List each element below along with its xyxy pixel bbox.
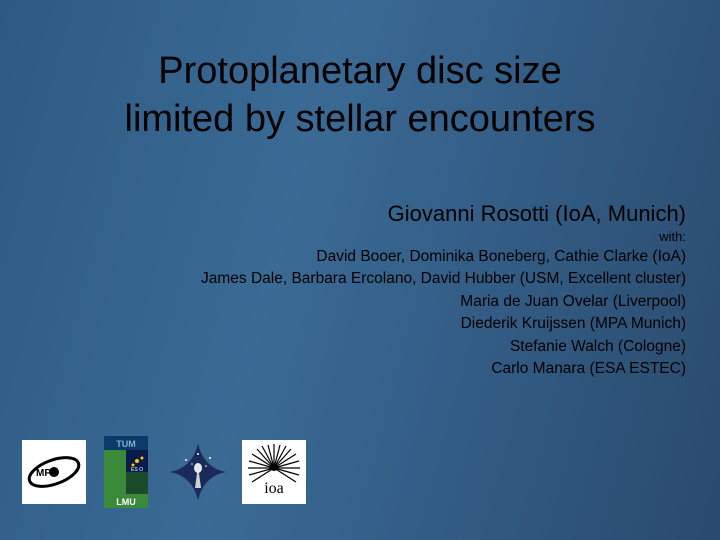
mpe-logo: MPE xyxy=(22,440,86,504)
svg-text:TUM: TUM xyxy=(116,439,136,449)
collaborator-line: Stefanie Walch (Cologne) xyxy=(0,336,686,358)
ioa-logo-text: ioa xyxy=(242,480,306,498)
collaborator-line: David Booer, Dominika Boneberg, Cathie C… xyxy=(0,246,686,268)
logo-row: MPE TUM LMU ES O xyxy=(22,436,306,508)
svg-text:ES O: ES O xyxy=(131,467,143,473)
star-logo xyxy=(166,440,230,504)
title-line-1: Protoplanetary disc size xyxy=(0,48,720,96)
lmu-logo: TUM LMU ES O xyxy=(98,436,154,508)
collaborator-line: Diederik Kruijssen (MPA Munich) xyxy=(0,313,686,335)
collaborator-line: Maria de Juan Ovelar (Liverpool) xyxy=(0,291,686,313)
slide-title: Protoplanetary disc size limited by stel… xyxy=(0,0,720,143)
author-block: Giovanni Rosotti (IoA, Munich) with: Dav… xyxy=(0,201,720,381)
with-label: with: xyxy=(0,229,686,244)
svg-text:LMU: LMU xyxy=(116,497,136,507)
collaborator-line: James Dale, Barbara Ercolano, David Hubb… xyxy=(0,268,686,290)
title-line-2: limited by stellar encounters xyxy=(0,96,720,144)
main-author: Giovanni Rosotti (IoA, Munich) xyxy=(0,201,686,227)
mpe-logo-text: MPE xyxy=(36,468,58,479)
collaborator-line: Carlo Manara (ESA ESTEC) xyxy=(0,358,686,380)
ioa-logo: ioa xyxy=(242,440,306,504)
